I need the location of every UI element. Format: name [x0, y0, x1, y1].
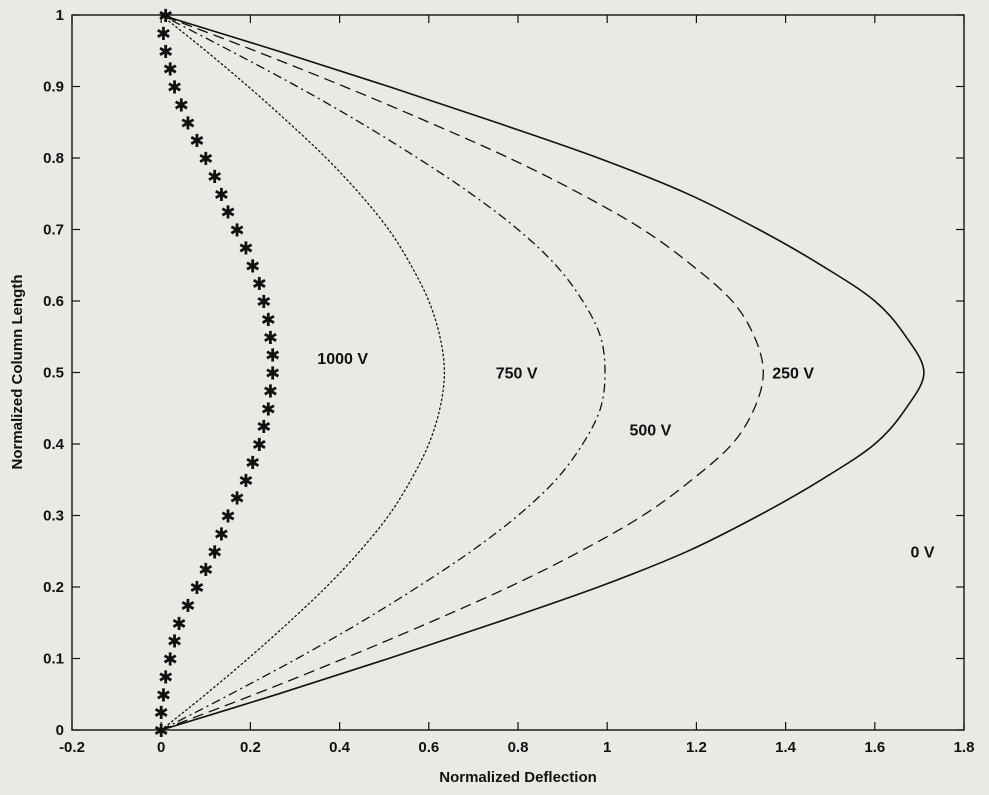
star-marker: ✱ [180, 596, 195, 617]
series-250v-line [160, 14, 764, 731]
y-axis-label: Normalized Column Length [9, 275, 26, 470]
series-label-1000v: 1000 V [317, 351, 368, 368]
star-marker: ✱ [221, 203, 236, 224]
star-marker: ✱ [256, 292, 271, 313]
star-marker: ✱ [238, 238, 253, 259]
y-tick-label: 0.6 [43, 293, 64, 310]
x-axis-label: Normalized Deflection [439, 769, 597, 786]
x-axis-ticks: -0.2 0 0.2 0.4 0.6 0.8 1 1.2 1.4 1.6 1.8 [59, 15, 974, 756]
series-1000v-markers: ✱✱✱✱✱✱✱✱✱✱✱✱✱✱✱✱✱✱✱✱✱✱✱✱✱✱✱✱✱✱✱✱✱✱✱✱✱✱✱✱… [154, 6, 281, 742]
star-marker: ✱ [207, 167, 222, 188]
star-marker: ✱ [229, 489, 244, 510]
star-marker: ✱ [163, 650, 178, 671]
star-marker: ✱ [158, 42, 173, 63]
x-tick-label: 0.4 [329, 739, 351, 756]
star-marker: ✱ [167, 632, 182, 653]
star-marker: ✱ [156, 685, 171, 706]
star-marker: ✱ [263, 328, 278, 349]
y-tick-label: 0.7 [43, 222, 64, 239]
x-tick-label: 1.2 [686, 739, 707, 756]
series-layer: ✱✱✱✱✱✱✱✱✱✱✱✱✱✱✱✱✱✱✱✱✱✱✱✱✱✱✱✱✱✱✱✱✱✱✱✱✱✱✱✱… [154, 6, 925, 742]
y-tick-label: 0.9 [43, 79, 64, 96]
series-label-500v: 500 V [630, 423, 672, 440]
star-marker: ✱ [245, 256, 260, 277]
star-marker: ✱ [265, 364, 280, 385]
star-marker: ✱ [163, 60, 178, 81]
series-label-layer: 0 V 250 V 500 V 750 V 1000 V [317, 351, 935, 561]
y-tick-label: 0.2 [43, 579, 64, 596]
star-marker: ✱ [156, 24, 171, 45]
star-marker: ✱ [158, 6, 173, 27]
series-label-250v: 250 V [772, 366, 814, 383]
series-label-0v: 0 V [910, 544, 934, 561]
y-tick-label: 0.1 [43, 651, 64, 668]
series-500v-line [160, 14, 606, 731]
y-tick-label: 0.5 [43, 365, 64, 382]
x-tick-label: -0.2 [59, 739, 85, 756]
x-tick-label: 1.8 [954, 739, 975, 756]
y-tick-label: 0.3 [43, 508, 64, 525]
star-marker: ✱ [256, 417, 271, 438]
y-tick-label: 1 [56, 7, 64, 24]
y-tick-label: 0 [56, 722, 64, 739]
star-marker: ✱ [221, 507, 236, 528]
series-750v-line [160, 14, 446, 731]
star-marker: ✱ [198, 560, 213, 581]
star-marker: ✱ [180, 113, 195, 134]
star-marker: ✱ [261, 399, 276, 420]
x-tick-label: 0.2 [240, 739, 261, 756]
star-marker: ✱ [189, 578, 204, 599]
x-tick-label: 1 [603, 739, 611, 756]
star-marker: ✱ [252, 435, 267, 456]
star-marker: ✱ [238, 471, 253, 492]
star-marker: ✱ [207, 542, 222, 563]
star-marker: ✱ [263, 381, 278, 402]
star-marker: ✱ [252, 274, 267, 295]
star-marker: ✱ [189, 131, 204, 152]
star-marker: ✱ [198, 149, 213, 170]
star-marker: ✱ [214, 524, 229, 545]
y-tick-label: 0.4 [43, 436, 65, 453]
y-axis-ticks: 0 0.1 0.2 0.3 0.4 0.5 0.6 0.7 0.8 0.9 1 [43, 7, 964, 739]
star-marker: ✱ [171, 614, 186, 635]
star-marker: ✱ [265, 346, 280, 367]
star-marker: ✱ [174, 95, 189, 116]
x-tick-label: 1.4 [775, 739, 797, 756]
star-marker: ✱ [229, 221, 244, 242]
x-tick-label: 1.6 [864, 739, 885, 756]
x-tick-label: 0.8 [508, 739, 529, 756]
star-marker: ✱ [158, 667, 173, 688]
series-0v-line [160, 14, 925, 731]
star-marker: ✱ [167, 78, 182, 99]
y-tick-label: 0.8 [43, 150, 64, 167]
series-label-750v: 750 V [496, 366, 538, 383]
x-tick-label: 0.6 [418, 739, 439, 756]
star-marker: ✱ [154, 703, 169, 724]
star-marker: ✱ [214, 185, 229, 206]
star-marker: ✱ [154, 721, 169, 742]
x-tick-label: 0 [157, 739, 165, 756]
star-marker: ✱ [245, 453, 260, 474]
star-marker: ✱ [261, 310, 276, 331]
